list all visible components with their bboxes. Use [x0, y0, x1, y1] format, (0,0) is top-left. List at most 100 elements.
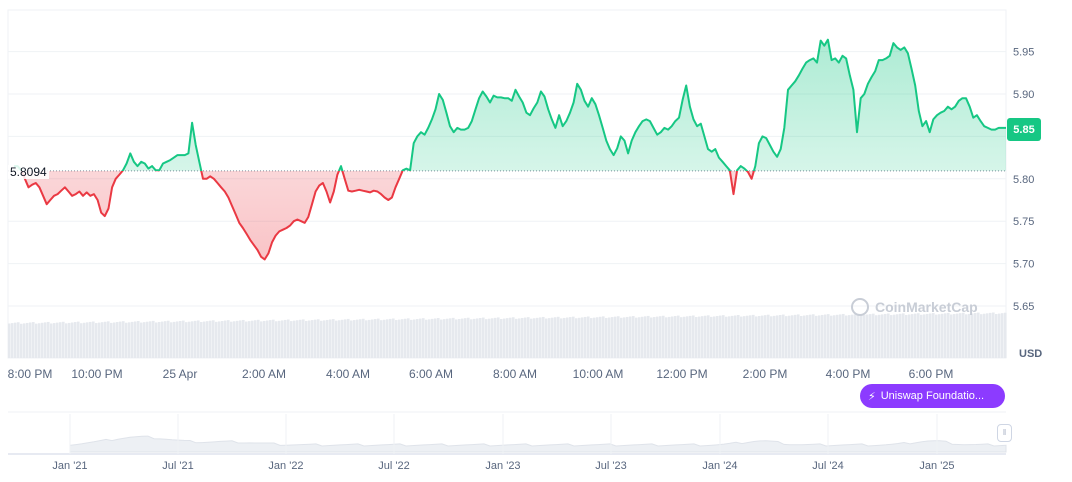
- volume-bar: [965, 314, 968, 358]
- volume-bar: [266, 320, 269, 358]
- x-tick-label: 25 Apr: [163, 367, 198, 381]
- volume-bar: [527, 317, 530, 358]
- volume-bar: [365, 320, 368, 358]
- lightning-icon: ⚡: [868, 390, 876, 403]
- volume-bar: [719, 315, 722, 358]
- volume-bar: [113, 322, 116, 358]
- volume-bar: [764, 315, 767, 358]
- volume-bar: [884, 313, 887, 358]
- volume-bar: [794, 314, 797, 358]
- volume-bar: [38, 323, 41, 358]
- volume-bar: [488, 318, 491, 358]
- volume-bar: [851, 314, 854, 358]
- volume-bar: [86, 322, 89, 358]
- volume-bar: [302, 319, 305, 358]
- volume-bar: [110, 322, 113, 358]
- volume-bar: [647, 315, 650, 358]
- navigator-tick-label: Jan '24: [702, 460, 737, 472]
- volume-bar: [245, 321, 248, 358]
- volume-bar: [593, 317, 596, 358]
- navigator-tick-label: Jul '24: [812, 460, 843, 472]
- volume-bar: [98, 322, 101, 358]
- volume-bar: [374, 319, 377, 358]
- volume-bar: [908, 314, 911, 358]
- volume-bar: [227, 320, 230, 358]
- volume-bar: [458, 319, 461, 358]
- volume-bar: [500, 318, 503, 358]
- x-axis: 8:00 PM 10:00 PM 25 Apr 2:00 AM 4:00 AM 6:00 …: [8, 367, 954, 381]
- x-tick-label: 12:00 PM: [656, 367, 707, 381]
- volume-bar: [950, 314, 953, 358]
- volume-bar: [83, 322, 86, 358]
- volume-bar: [503, 318, 506, 358]
- volume-bar: [59, 322, 62, 358]
- volume-bar: [839, 314, 842, 358]
- event-badge[interactable]: ⚡ Uniswap Foundatio...: [860, 384, 1005, 408]
- volume-bar: [218, 321, 221, 358]
- volume-bar: [176, 321, 179, 358]
- volume-bar: [977, 312, 980, 358]
- volume-bar: [11, 323, 14, 358]
- volume-bar: [554, 317, 557, 358]
- y-axis: 5.955.905.855.805.755.705.65: [1013, 47, 1034, 313]
- navigator[interactable]: Jan '21 Jul '21 Jan '22 Jul '22 Jan '23 Jul '…: [8, 411, 1007, 472]
- volume-bar: [581, 317, 584, 358]
- volume-bar: [692, 315, 695, 358]
- volume-bar: [932, 313, 935, 358]
- volume-bar: [980, 314, 983, 358]
- volume-bar: [767, 314, 770, 358]
- volume-bar: [833, 315, 836, 358]
- volume-bar: [725, 316, 728, 358]
- volume-bar: [635, 317, 638, 358]
- navigator-drag-handle[interactable]: ‖: [997, 424, 1012, 442]
- volume-bar: [416, 319, 419, 358]
- volume-bar: [509, 317, 512, 358]
- volume-bar: [671, 316, 674, 358]
- volume-bar: [779, 314, 782, 358]
- volume-bar: [842, 313, 845, 358]
- volume-bar: [845, 315, 848, 358]
- volume-bar: [188, 321, 191, 358]
- volume-bar: [752, 314, 755, 358]
- volume-bar: [470, 319, 473, 358]
- volume-bar: [866, 314, 869, 358]
- volume-bar: [173, 321, 176, 358]
- x-tick-label: 4:00 AM: [326, 367, 370, 381]
- volume-bar: [728, 316, 731, 358]
- volume-bar: [893, 314, 896, 358]
- volume-bar: [50, 323, 53, 358]
- volume-bar: [749, 315, 752, 358]
- volume-bar: [152, 320, 155, 358]
- volume-bar: [215, 321, 218, 358]
- volume-bar: [962, 312, 965, 358]
- volume-bar: [587, 316, 590, 358]
- volume-bar: [677, 315, 680, 358]
- volume-bar: [392, 318, 395, 358]
- volume-bar: [170, 322, 173, 358]
- volume-bar: [983, 313, 986, 358]
- volume-bar: [656, 316, 659, 358]
- area-below-reference: [21, 171, 754, 260]
- volume-bar: [809, 314, 812, 358]
- volume-bar: [47, 321, 50, 358]
- volume-bar: [368, 319, 371, 358]
- volume-bar: [953, 314, 956, 358]
- y-tick-label: 5.90: [1013, 89, 1034, 101]
- volume-bar: [737, 315, 740, 358]
- volume-bar: [77, 321, 80, 358]
- volume-bar: [878, 314, 881, 358]
- volume-bar: [788, 315, 791, 358]
- y-tick-label: 5.80: [1013, 174, 1034, 186]
- volume-bar: [221, 320, 224, 358]
- volume-bar: [20, 323, 23, 358]
- x-tick-label: 10:00 AM: [573, 367, 624, 381]
- volume-bar: [71, 322, 74, 358]
- volume-bar: [734, 315, 737, 358]
- volume-bar: [821, 314, 824, 358]
- volume-bar: [620, 317, 623, 358]
- volume-bar: [626, 316, 629, 358]
- volume-bar: [860, 315, 863, 358]
- volume-bar: [890, 315, 893, 358]
